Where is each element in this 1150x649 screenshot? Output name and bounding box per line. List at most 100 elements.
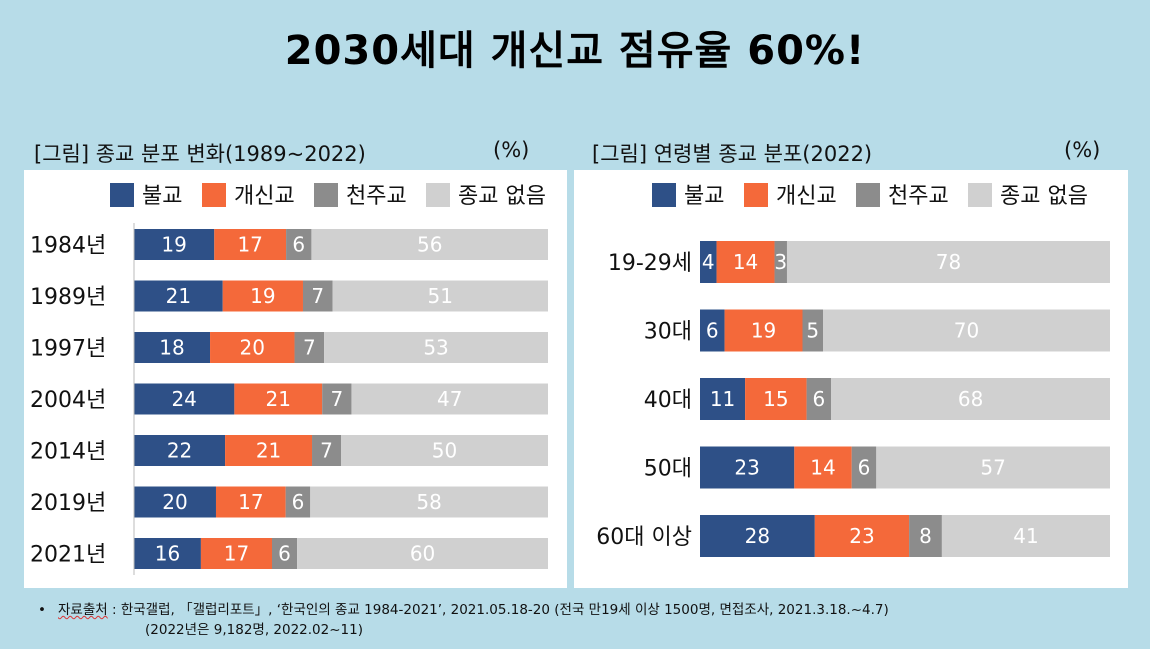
bar-0-2 — [774, 241, 787, 283]
legend-label-0: 불교 — [684, 184, 724, 209]
category-label-0: 19-29세 — [608, 251, 692, 276]
bar-6-0 — [134, 538, 201, 569]
legend-swatch-2 — [856, 183, 880, 207]
value-label-3-0: 23 — [734, 456, 759, 480]
value-label-4-0: 28 — [745, 524, 770, 548]
source-bullet: • — [38, 602, 46, 618]
legend-swatch-0 — [652, 183, 676, 207]
bar-4-3 — [941, 515, 1110, 557]
bar-0-3 — [311, 229, 548, 260]
bar-0-0 — [700, 241, 717, 283]
value-label-2-1: 15 — [763, 387, 788, 411]
legend-swatch-2 — [314, 183, 338, 207]
value-label-1-1: 19 — [751, 319, 776, 343]
bar-3-0 — [700, 446, 795, 489]
value-label-5-3: 58 — [416, 490, 441, 514]
category-label-3: 2004년 — [30, 388, 106, 413]
value-label-4-3: 41 — [1013, 524, 1038, 548]
bar-1-2 — [302, 280, 333, 312]
value-label-3-3: 57 — [980, 456, 1005, 480]
value-label-5-1: 17 — [238, 490, 263, 514]
value-label-2-1: 20 — [240, 336, 265, 360]
value-label-0-0: 4 — [702, 250, 715, 274]
value-label-6-2: 6 — [278, 542, 291, 566]
bar-3-3 — [351, 383, 548, 415]
value-label-2-2: 7 — [303, 336, 316, 360]
legend-label-3: 종교 없음 — [458, 184, 546, 209]
bar-5-2 — [285, 486, 311, 518]
value-label-3-2: 6 — [858, 456, 871, 480]
legend-label-2: 천주교 — [888, 184, 949, 209]
value-label-1-1: 19 — [250, 284, 275, 308]
value-label-0-1: 17 — [237, 233, 262, 257]
value-label-0-3: 78 — [936, 250, 961, 274]
legend-swatch-1 — [202, 183, 226, 207]
bar-5-0 — [134, 486, 216, 518]
bar-0-1 — [716, 241, 775, 283]
bar-3-1 — [234, 383, 323, 415]
value-label-5-0: 20 — [162, 490, 187, 514]
legend-label-1: 개신교 — [234, 184, 295, 209]
value-label-0-3: 56 — [417, 233, 442, 257]
bar-6-1 — [200, 538, 272, 569]
bar-4-1 — [814, 515, 910, 557]
bar-4-2 — [312, 435, 341, 466]
source-label: 자료출처 — [58, 602, 108, 618]
bar-6-3 — [297, 538, 548, 569]
value-label-1-2: 7 — [311, 284, 324, 308]
source-line-2: (2022년은 9,182명, 2022.02~11) — [145, 622, 363, 638]
bar-6-2 — [272, 538, 298, 569]
bar-2-0 — [134, 332, 211, 363]
bar-4-0 — [700, 515, 815, 557]
value-label-4-1: 21 — [256, 439, 281, 463]
value-label-4-1: 23 — [849, 524, 874, 548]
bar-1-1 — [222, 280, 303, 312]
bar-2-2 — [806, 378, 832, 420]
bar-2-3 — [831, 378, 1110, 420]
bar-3-2 — [851, 446, 877, 489]
legend-swatch-1 — [744, 183, 768, 207]
bar-2-3 — [324, 332, 548, 363]
legend-swatch-3 — [968, 183, 992, 207]
bar-1-3 — [823, 309, 1110, 352]
legend-swatch-3 — [426, 183, 450, 207]
bar-1-0 — [134, 280, 223, 312]
right-chart-title: [그림] 연령별 종교 분포(2022) — [592, 142, 873, 166]
left-stacked-bar-chart: 불교 개신교 천주교 종교 없음 1984년 19 17 6 56 1989년 21 19 7 51 199… — [30, 183, 548, 575]
value-label-1-0: 21 — [166, 284, 191, 308]
value-label-6-3: 60 — [410, 542, 435, 566]
category-label-4: 2014년 — [30, 440, 106, 465]
legend-swatch-0 — [110, 183, 134, 207]
value-label-0-0: 19 — [161, 233, 186, 257]
bar-0-1 — [214, 229, 287, 260]
category-label-2: 40대 — [644, 388, 692, 413]
bar-5-1 — [215, 486, 286, 518]
bar-5-3 — [310, 486, 548, 518]
bar-0-3 — [786, 241, 1110, 283]
value-label-0-2: 6 — [292, 233, 305, 257]
left-chart-title: [그림] 종교 분포 변화(1989~2022) — [34, 142, 366, 166]
bar-0-0 — [134, 229, 215, 260]
value-label-1-2: 5 — [806, 319, 819, 343]
left-chart-panel: 불교 개신교 천주교 종교 없음 1984년 19 17 6 56 1989년 21 19 7 51 199… — [24, 170, 567, 588]
legend-label-1: 개신교 — [776, 184, 837, 209]
legend-label-3: 종교 없음 — [1000, 184, 1088, 209]
category-label-2: 1997년 — [30, 337, 106, 362]
left-chart-unit: (%) — [493, 138, 530, 162]
bar-1-3 — [332, 280, 548, 312]
bar-4-3 — [341, 435, 548, 466]
right-chart-unit: (%) — [1064, 138, 1101, 162]
bar-4-1 — [225, 435, 313, 466]
value-label-2-0: 18 — [159, 336, 184, 360]
value-label-4-2: 8 — [919, 524, 932, 548]
bar-4-0 — [134, 435, 226, 466]
category-label-0: 1984년 — [30, 234, 106, 259]
bar-2-1 — [210, 332, 295, 363]
value-label-3-1: 21 — [266, 387, 291, 411]
value-label-3-1: 14 — [810, 456, 835, 480]
bar-2-1 — [745, 378, 807, 420]
category-label-1: 30대 — [644, 320, 692, 345]
bar-2-0 — [700, 378, 746, 420]
value-label-3-0: 24 — [171, 387, 196, 411]
